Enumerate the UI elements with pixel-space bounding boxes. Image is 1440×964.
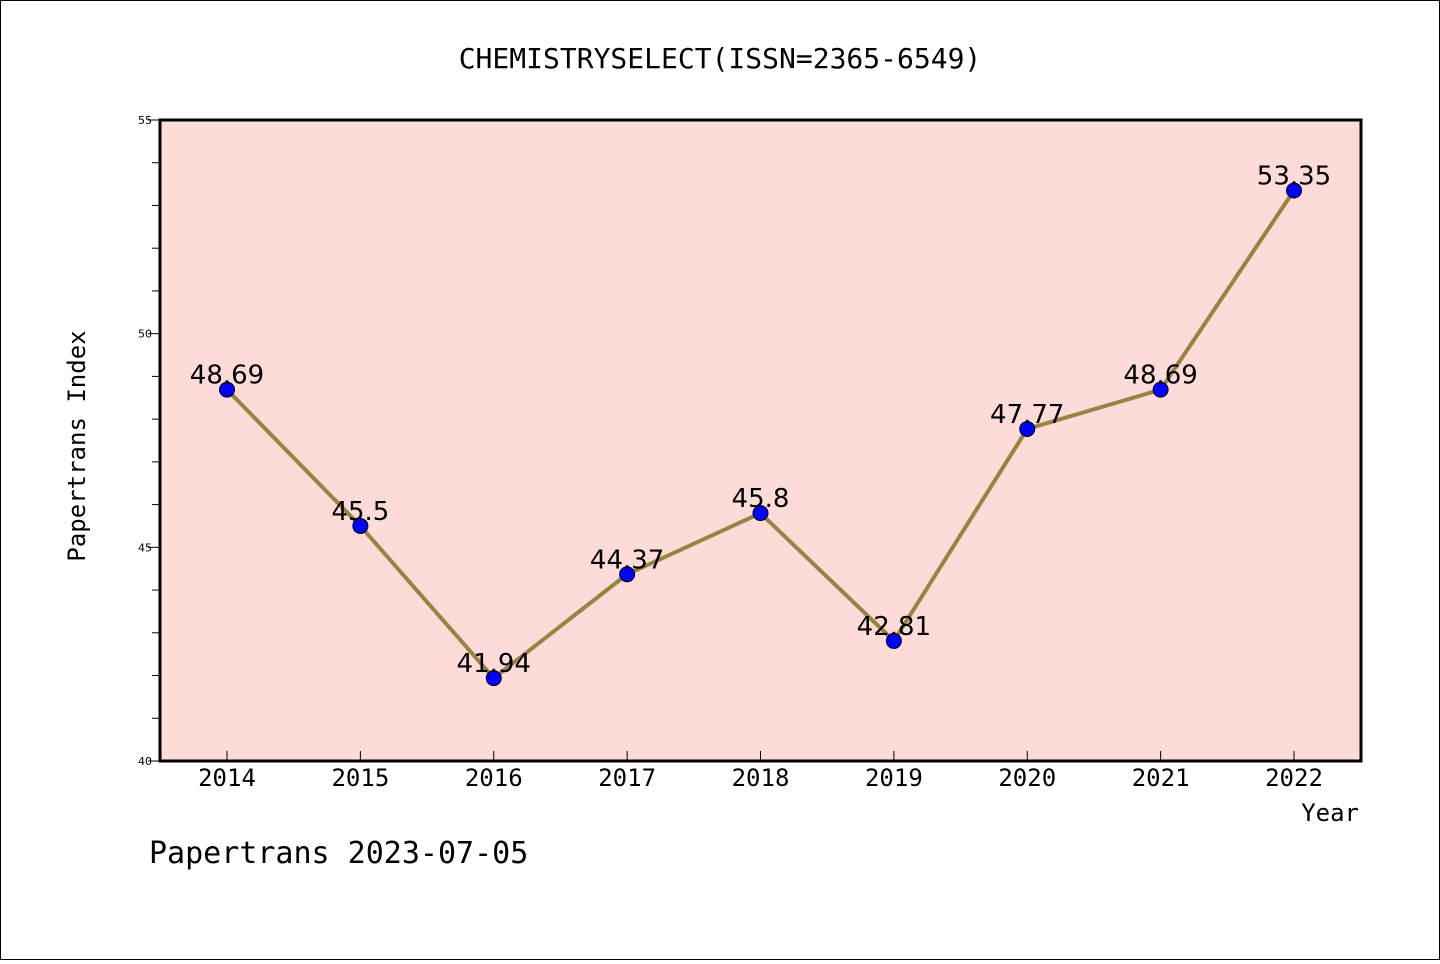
x-tick-label: 2017 [598, 764, 656, 792]
data-point [485, 670, 502, 687]
x-tick-label: 2021 [1132, 764, 1190, 792]
data-markers [219, 182, 1302, 687]
data-point [352, 517, 369, 534]
data-labels: 48.69 45.5 41.94 44.37 45.8 42.81 47.77 48.69 53… [190, 162, 1331, 680]
data-label: 45.5 [331, 497, 389, 527]
plot-area [158, 118, 1363, 763]
x-tick-label: 2018 [732, 764, 790, 792]
y-tick-label: 40 [138, 755, 152, 768]
x-tick-label: 2019 [865, 764, 923, 792]
x-tick-label: 2015 [331, 764, 389, 792]
x-axis-label: Year [1301, 799, 1359, 827]
data-label: 41.94 [457, 649, 531, 679]
x-tick-label: 2020 [998, 764, 1056, 792]
data-point [1019, 420, 1036, 437]
data-label: 42.81 [857, 612, 931, 642]
y-tick-label: 50 [138, 328, 152, 341]
y-axis: 40 45 50 55 [138, 114, 160, 768]
data-point [1286, 182, 1302, 199]
data-label: 48.69 [1123, 361, 1197, 391]
data-point [1152, 381, 1169, 398]
footer-text: Papertrans 2023-07-05 [149, 836, 528, 871]
data-point [752, 505, 769, 522]
x-axis: 2014 2015 2016 2017 2018 2019 2020 2021 2022 [198, 751, 1323, 792]
data-point [885, 632, 902, 649]
data-label: 45.8 [732, 484, 790, 514]
data-label: 48.69 [190, 361, 264, 391]
data-label: 47.77 [990, 400, 1064, 430]
x-tick-label: 2014 [198, 764, 256, 792]
data-label: 44.37 [590, 545, 664, 575]
chart-title: CHEMISTRYSELECT(ISSN=2365-6549) [459, 42, 982, 75]
y-tick-label: 55 [138, 114, 152, 127]
x-tick-label: 2022 [1265, 764, 1323, 792]
y-axis-label: Papertrans Index [63, 330, 91, 561]
data-label: 53.35 [1257, 162, 1331, 192]
data-point [619, 566, 636, 583]
data-point [219, 381, 235, 398]
x-tick-label: 2016 [465, 764, 523, 792]
y-tick-label: 45 [138, 541, 152, 554]
